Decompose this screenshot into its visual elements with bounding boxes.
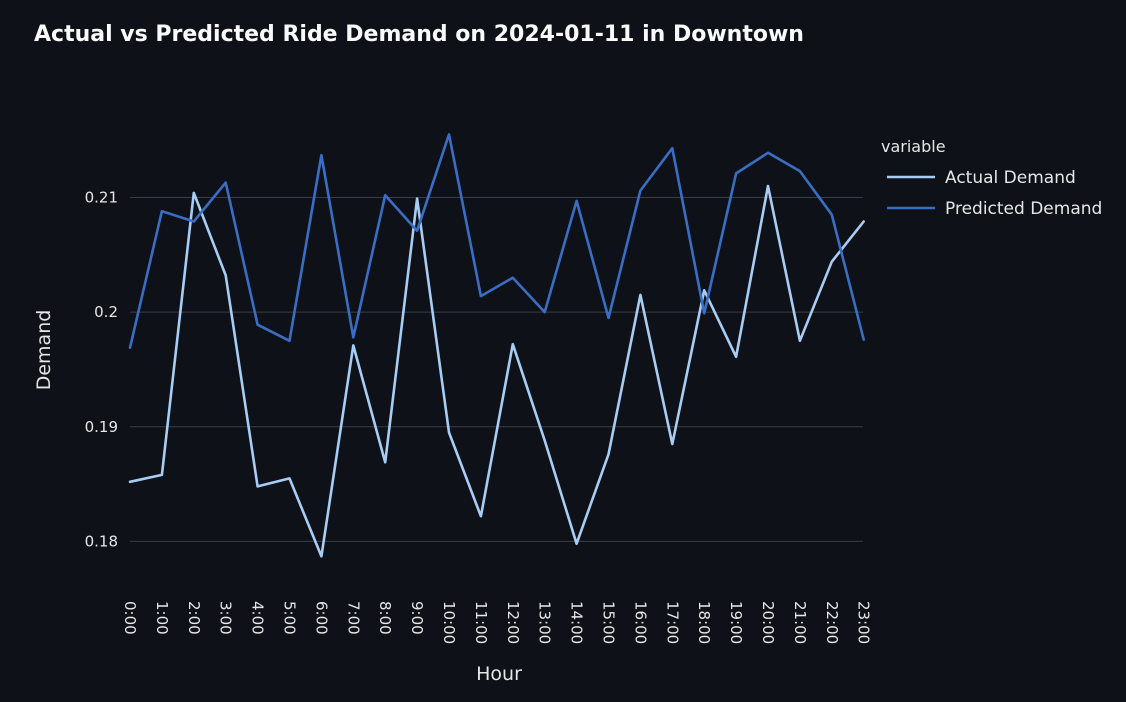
legend[interactable]: variable Actual Demand Predicted Demand — [881, 137, 1102, 219]
x-tick-label: 5:00 — [281, 601, 299, 635]
x-tick-label: 9:00 — [408, 601, 426, 635]
data-point[interactable] — [443, 426, 455, 438]
legend-item-label[interactable]: Predicted Demand — [945, 199, 1102, 219]
data-point[interactable] — [475, 290, 487, 302]
data-point[interactable] — [188, 216, 200, 228]
x-tick-label: 12:00 — [504, 601, 522, 644]
data-point[interactable] — [475, 510, 487, 522]
x-tick-label: 10:00 — [440, 601, 458, 644]
data-point[interactable] — [794, 165, 806, 177]
data-point[interactable] — [252, 480, 264, 492]
y-tick-label: 0.21 — [85, 188, 118, 206]
data-point[interactable] — [252, 319, 264, 331]
data-point[interactable] — [826, 256, 838, 268]
legend-item-label[interactable]: Actual Demand — [945, 168, 1076, 188]
data-point[interactable] — [858, 216, 870, 228]
data-point[interactable] — [156, 469, 168, 481]
data-point[interactable] — [794, 335, 806, 347]
x-tick-label: 21:00 — [791, 601, 809, 644]
data-point[interactable] — [315, 550, 327, 562]
x-tick-label: 14:00 — [568, 601, 586, 644]
data-point[interactable] — [507, 338, 519, 350]
x-tick-label: 0:00 — [121, 601, 139, 635]
x-tick-label: 19:00 — [727, 601, 745, 644]
chart-title: Actual vs Predicted Ride Demand on 2024-… — [34, 22, 804, 47]
x-axis-ticks: 0:00 1:00 2:00 3:00 4:00 5:00 6:00 7:00 8:00 9:00… — [121, 601, 873, 644]
data-point[interactable] — [730, 351, 742, 363]
x-tick-label: 15:00 — [600, 601, 618, 644]
data-point[interactable] — [411, 225, 423, 237]
x-tick-label: 23:00 — [855, 601, 873, 644]
data-point[interactable] — [411, 193, 423, 205]
x-tick-label: 13:00 — [536, 601, 554, 644]
data-point[interactable] — [762, 147, 774, 159]
data-point[interactable] — [698, 307, 710, 319]
x-tick-label: 4:00 — [249, 601, 267, 635]
data-point[interactable] — [666, 142, 678, 154]
grid — [130, 196, 863, 542]
x-tick-label: 20:00 — [759, 601, 777, 644]
y-axis-ticks: 0.18 0.19 0.2 0.21 — [85, 188, 118, 550]
data-point[interactable] — [220, 269, 232, 281]
data-point[interactable] — [188, 187, 200, 199]
series-lines — [124, 128, 870, 562]
data-point[interactable] — [666, 438, 678, 450]
x-tick-label: 6:00 — [312, 601, 330, 635]
data-point[interactable] — [220, 177, 232, 189]
data-point[interactable] — [124, 476, 136, 488]
data-point[interactable] — [762, 180, 774, 192]
data-point[interactable] — [634, 185, 646, 197]
data-point[interactable] — [284, 472, 296, 484]
y-tick-label: 0.18 — [85, 532, 118, 550]
data-point[interactable] — [539, 306, 551, 318]
data-point[interactable] — [634, 289, 646, 301]
data-point[interactable] — [730, 167, 742, 179]
x-tick-label: 17:00 — [663, 601, 681, 644]
data-point[interactable] — [379, 189, 391, 201]
x-tick-label: 18:00 — [695, 601, 713, 644]
y-tick-label: 0.19 — [85, 418, 118, 436]
data-point[interactable] — [858, 334, 870, 346]
data-point[interactable] — [603, 448, 615, 460]
data-point[interactable] — [603, 312, 615, 324]
data-point[interactable] — [571, 538, 583, 550]
data-point[interactable] — [826, 209, 838, 221]
x-axis-label: Hour — [476, 663, 522, 685]
data-point[interactable] — [571, 195, 583, 207]
data-point[interactable] — [347, 331, 359, 343]
legend-title: variable — [881, 137, 946, 156]
x-tick-label: 2:00 — [185, 601, 203, 635]
x-tick-label: 7:00 — [344, 601, 362, 635]
series-line-predicted-demand — [128, 133, 866, 350]
data-point[interactable] — [379, 456, 391, 468]
x-tick-label: 1:00 — [153, 601, 171, 635]
y-axis-label: Demand — [33, 310, 55, 391]
data-point[interactable] — [156, 205, 168, 217]
data-point[interactable] — [284, 335, 296, 347]
data-point[interactable] — [443, 128, 455, 140]
x-tick-label: 22:00 — [823, 601, 841, 644]
x-tick-label: 16:00 — [631, 601, 649, 644]
data-point[interactable] — [507, 272, 519, 284]
data-point[interactable] — [124, 342, 136, 354]
x-tick-label: 8:00 — [376, 601, 394, 635]
data-point[interactable] — [315, 149, 327, 161]
x-tick-label: 3:00 — [217, 601, 235, 635]
x-tick-label: 11:00 — [472, 601, 490, 644]
series-line-actual-demand — [128, 184, 866, 558]
data-point[interactable] — [539, 435, 551, 447]
y-tick-label: 0.2 — [94, 303, 118, 321]
